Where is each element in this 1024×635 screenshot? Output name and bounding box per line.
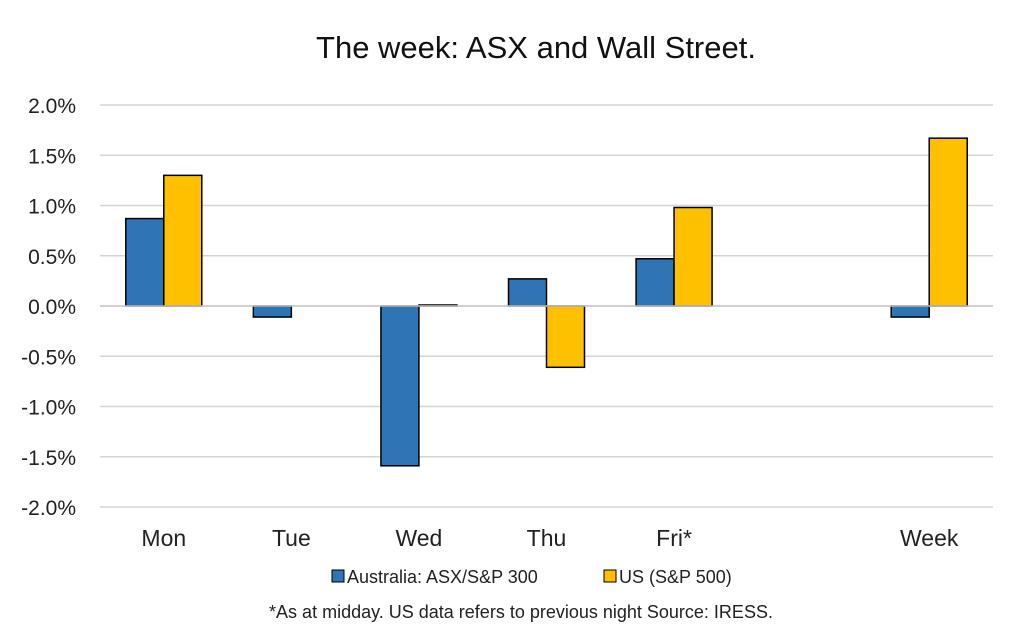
chart-title: The week: ASX and Wall Street.	[316, 30, 756, 65]
x-tick-label: Mon	[141, 525, 186, 551]
legend-label-us: US (S&P 500)	[619, 567, 732, 587]
y-tick-label: -0.5%	[21, 346, 76, 369]
bar-series1-cat0	[163, 174, 203, 307]
x-tick-label: Wed	[395, 525, 442, 551]
legend-swatch-australia	[331, 569, 345, 583]
bar-series0-cat4	[635, 258, 675, 307]
bar-series0-cat3	[507, 278, 548, 307]
x-tick-labels: Mon Tue Wed Thu Fri* Week	[141, 525, 958, 551]
y-tick-label: 0.5%	[28, 246, 76, 269]
bar-series1-cat3	[545, 305, 586, 369]
bar-series0-cat1	[252, 305, 293, 318]
legend: Australia: ASX/S&P 300 US (S&P 500)	[331, 567, 732, 587]
y-tick-label: 2.0%	[28, 95, 76, 118]
legend-swatch-us	[603, 569, 617, 583]
bar-series1-cat6	[928, 137, 968, 307]
legend-label-australia: Australia: ASX/S&P 300	[347, 567, 538, 587]
bar-series0-cat2	[380, 305, 420, 467]
bar-series1-cat4	[673, 206, 713, 307]
y-tick-label: 1.0%	[28, 196, 76, 219]
bar-series0-cat6	[890, 305, 930, 318]
y-tick-label: -1.0%	[21, 397, 76, 420]
footnote: *As at midday. US data refers to previou…	[269, 602, 773, 622]
bars-layer	[125, 137, 968, 467]
y-tick-label: -2.0%	[21, 497, 76, 520]
x-tick-label: Fri*	[656, 525, 692, 551]
y-tick-labels: 2.0% 1.5% 1.0% 0.5% 0.0% -0.5% -1.0% -1.5% -2.0%	[21, 95, 76, 520]
y-tick-label: 0.0%	[28, 296, 76, 319]
x-tick-label: Week	[900, 525, 959, 551]
x-tick-label: Tue	[272, 525, 311, 551]
y-tick-label: 1.5%	[28, 145, 76, 168]
bar-series0-cat0	[125, 217, 165, 307]
x-tick-label: Thu	[527, 525, 567, 551]
y-tick-label: -1.5%	[21, 447, 76, 470]
